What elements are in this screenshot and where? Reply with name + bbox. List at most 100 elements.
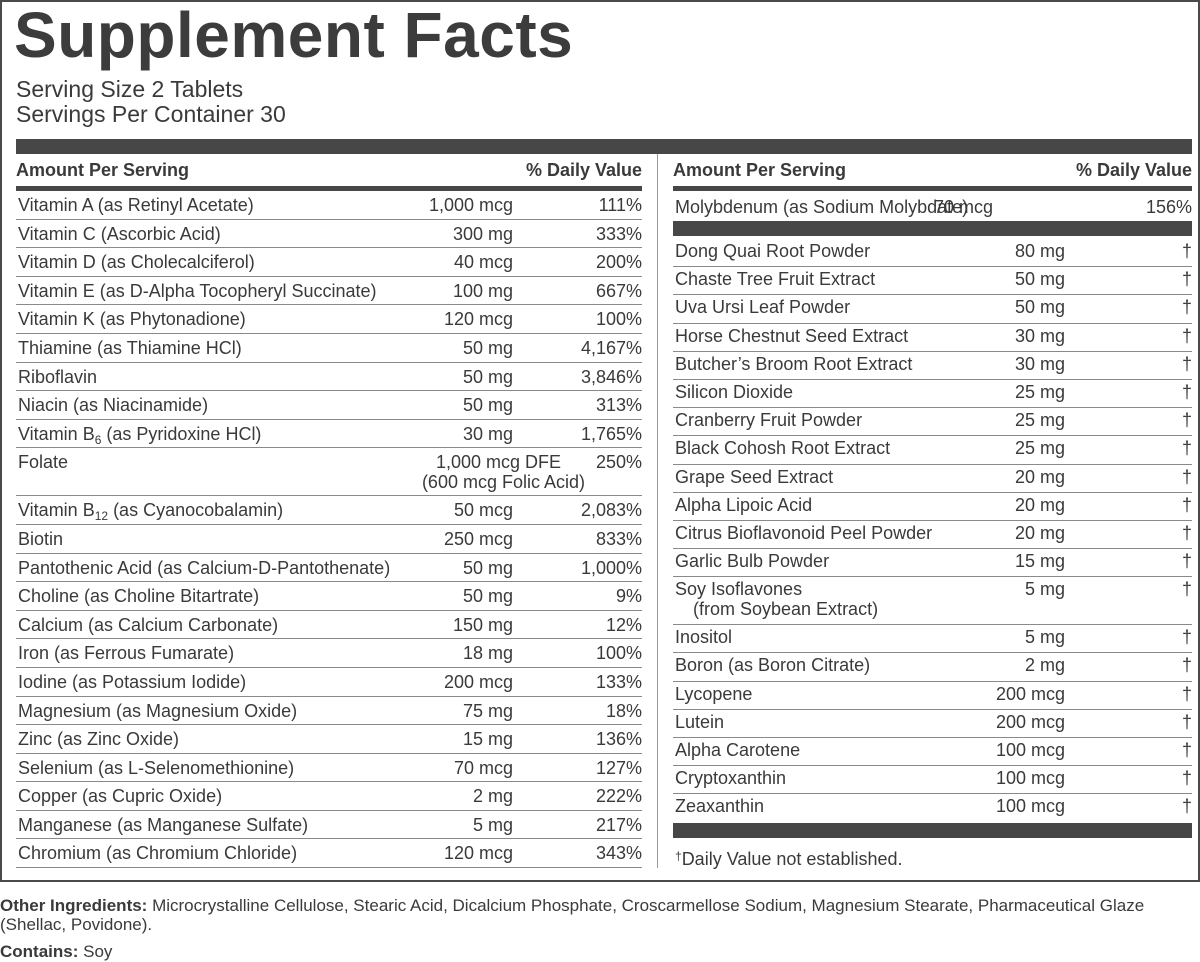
- daily-value: 343%: [595, 843, 642, 864]
- daily-value: †: [1181, 297, 1192, 318]
- nutrient-name: Selenium (as L-Selenomethionine): [18, 758, 294, 778]
- name-text: Pantothenic Acid (as Calcium-D-Pantothen…: [18, 557, 391, 578]
- nutrient-name: Pantothenic Acid (as Calcium-D-Pantothen…: [18, 558, 390, 578]
- nutrient-name: Chaste Tree Fruit Extract: [675, 269, 875, 289]
- other-ingredients-text: Microcrystalline Cellulose, Stearic Acid…: [0, 896, 1145, 934]
- nutrient-row: Garlic Bulb Powder 15 mg †: [673, 549, 1192, 578]
- panel-title: Supplement Facts: [14, 0, 574, 71]
- amount-per-serving-label: Amount Per Serving: [673, 160, 847, 180]
- daily-value: †: [1181, 325, 1192, 346]
- amount-text: 2 mg: [1024, 655, 1065, 676]
- name-text: Iodine (as Potassium Iodide): [18, 671, 247, 692]
- name-text: Magnesium (as Magnesium Oxide): [18, 700, 298, 721]
- amount-text: 50 mg: [462, 586, 513, 607]
- nutrient-row: Calcium (as Calcium Carbonate) 150 mg 12%: [16, 611, 642, 640]
- nutrient-name: Vitamin K (as Phytonadione): [18, 309, 246, 329]
- contains-label: Contains:: [0, 942, 79, 961]
- amount-text: 5 mg: [1024, 579, 1065, 600]
- name-text: Alpha Lipoic Acid: [675, 494, 813, 515]
- amount-text: 250 mcg: [443, 528, 513, 549]
- nutrient-name: Calcium (as Calcium Carbonate): [18, 615, 278, 635]
- daily-value: †: [1181, 796, 1192, 817]
- amount-text: 50 mg: [462, 395, 513, 416]
- nutrient-amount: 1,000 mcg DFE (600 mcg Folic Acid): [422, 452, 585, 492]
- nutrient-amount: 5 mg: [1025, 627, 1065, 647]
- name-text: Riboflavin: [18, 366, 98, 387]
- nutrient-row: Lycopene 200 mcg †: [673, 682, 1192, 710]
- daily-value: 2,083%: [580, 500, 642, 521]
- nutrient-name: Molybdenum (as Sodium Molybdate): [675, 197, 968, 217]
- nutrient-name: Vitamin A (as Retinyl Acetate): [18, 195, 254, 215]
- nutrient-name: Riboflavin: [18, 367, 97, 387]
- nutrient-amount: 20 mg: [1015, 523, 1065, 543]
- daily-value: †: [1181, 579, 1192, 600]
- amount-text: 5 mg: [472, 814, 513, 835]
- daily-value: †: [1181, 711, 1192, 732]
- nutrient-amount: 100 mg: [453, 281, 513, 301]
- nutrient-name: Horse Chestnut Seed Extract: [675, 326, 908, 346]
- nutrient-row: Lutein 200 mcg †: [673, 710, 1192, 738]
- nutrient-name: Copper (as Cupric Oxide): [18, 786, 222, 806]
- nutrient-name: Black Cohosh Root Extract: [675, 438, 890, 458]
- amount-text: 25 mg: [1014, 381, 1065, 402]
- amount-text: 100 mg: [452, 280, 513, 301]
- nutrient-name: Vitamin D (as Cholecalciferol): [18, 252, 255, 272]
- name-text: Biotin: [18, 528, 64, 549]
- name-text: Butcher’s Broom Root Extract: [675, 353, 913, 374]
- amount-text: 15 mg: [462, 729, 513, 750]
- nutrient-row: Dong Quai Root Powder 80 mg †: [673, 239, 1192, 268]
- amount-text: 30 mg: [1014, 325, 1065, 346]
- amount-text: 1,000 mcg: [428, 195, 513, 215]
- nutrient-amount: 25 mg: [1015, 438, 1065, 458]
- nutrient-row: Biotin 250 mcg 833%: [16, 525, 642, 554]
- nutrient-row: Inositol 5 mg †: [673, 625, 1192, 654]
- name-text: Uva Ursi Leaf Powder: [675, 297, 851, 318]
- amount-text: 25 mg: [1014, 438, 1065, 459]
- daily-value: 9%: [615, 586, 642, 607]
- nutrient-amount: 100 mcg: [996, 796, 1065, 816]
- left-column-header: Amount Per Serving % Daily Value: [16, 154, 642, 186]
- daily-value: †: [1181, 768, 1192, 789]
- amount-text: 1,000 mcg DFE: [435, 452, 561, 473]
- nutrient-name: Inositol: [675, 627, 732, 647]
- name-text: Horse Chestnut Seed Extract: [675, 325, 909, 346]
- header-divider-bar: [16, 186, 642, 191]
- nutrient-row: Vitamin K (as Phytonadione) 120 mcg 100%: [16, 305, 642, 334]
- nutrient-row: Magnesium (as Magnesium Oxide) 75 mg 18%: [16, 697, 642, 726]
- daily-value: †: [1181, 410, 1192, 431]
- daily-value: 3,846%: [580, 366, 642, 387]
- amount-text: 50 mg: [462, 337, 513, 358]
- nutrient-amount: 5 mg: [473, 815, 513, 835]
- nutrient-row: Citrus Bioflavonoid Peel Powder 20 mg †: [673, 521, 1192, 550]
- nutrient-row: Iron (as Ferrous Fumarate) 18 mg 100%: [16, 639, 642, 668]
- name-text: Vitamin B: [18, 500, 95, 521]
- name-text-line2: (from Soybean Extract): [693, 599, 879, 620]
- daily-value: 136%: [595, 729, 642, 750]
- nutrient-amount: 2 mg: [473, 786, 513, 806]
- nutrient-amount: 50 mg: [463, 338, 513, 358]
- nutrient-row: Cryptoxanthin 100 mcg †: [673, 766, 1192, 795]
- nutrient-row: Vitamin D (as Cholecalciferol) 40 mcg 200%: [16, 248, 642, 277]
- nutrient-amount: 150 mg: [453, 615, 513, 635]
- nutrient-row: Thiamine (as Thiamine HCl) 50 mg 4,167%: [16, 334, 642, 363]
- name-text: Citrus Bioflavonoid Peel Powder: [675, 522, 933, 543]
- nutrient-amount: 30 mg: [463, 424, 513, 444]
- name-text: Garlic Bulb Powder: [675, 551, 830, 572]
- header-divider-bar: [673, 186, 1192, 191]
- nutrient-amount: 30 mg: [1015, 354, 1065, 374]
- name-text: Iron (as Ferrous Fumarate): [18, 643, 235, 664]
- nutrient-name: Lycopene: [675, 684, 752, 704]
- daily-value: 667%: [595, 280, 642, 301]
- name-text: Copper (as Cupric Oxide): [18, 786, 223, 807]
- serving-size: Serving Size 2 Tablets: [16, 76, 244, 102]
- name-text: (as Cyanocobalamin): [108, 500, 284, 521]
- other-ingredients: Other Ingredients: Microcrystalline Cell…: [0, 896, 1190, 934]
- amount-text: 200 mcg: [443, 671, 513, 692]
- name-text: Black Cohosh Root Extract: [675, 438, 891, 459]
- nutrient-amount: 200 mcg: [444, 672, 513, 692]
- name-text: Boron (as Boron Citrate): [675, 655, 871, 676]
- nutrient-name: Grape Seed Extract: [675, 467, 833, 487]
- footnote-text: Daily Value not established.: [681, 848, 903, 869]
- nutrient-name: Vitamin B12 (as Cyanocobalamin): [18, 500, 284, 523]
- nutrient-row: Molybdenum (as Sodium Molybdate) 70 mcg 15…: [673, 191, 1192, 221]
